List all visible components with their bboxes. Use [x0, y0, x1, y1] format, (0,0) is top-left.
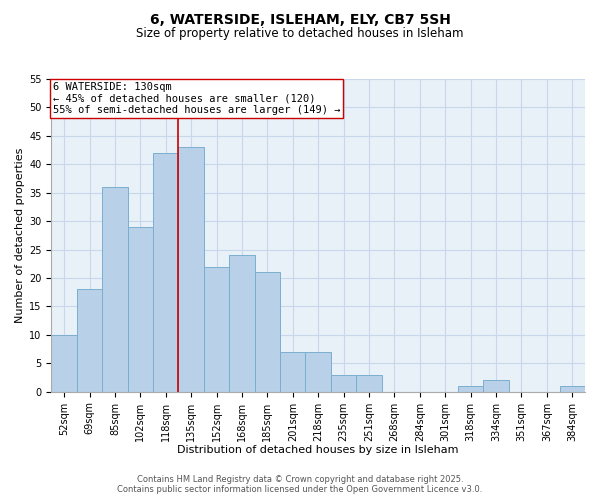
Bar	[128, 227, 153, 392]
Text: Size of property relative to detached houses in Isleham: Size of property relative to detached ho…	[136, 28, 464, 40]
Bar	[52, 335, 77, 392]
X-axis label: Distribution of detached houses by size in Isleham: Distribution of detached houses by size …	[178, 445, 459, 455]
Bar	[458, 386, 484, 392]
Bar	[484, 380, 509, 392]
Y-axis label: Number of detached properties: Number of detached properties	[15, 148, 25, 323]
Bar	[280, 352, 305, 392]
Bar	[178, 147, 204, 392]
Bar	[254, 272, 280, 392]
Text: Contains HM Land Registry data © Crown copyright and database right 2025.: Contains HM Land Registry data © Crown c…	[137, 475, 463, 484]
Text: 6, WATERSIDE, ISLEHAM, ELY, CB7 5SH: 6, WATERSIDE, ISLEHAM, ELY, CB7 5SH	[149, 12, 451, 26]
Bar	[356, 374, 382, 392]
Bar	[560, 386, 585, 392]
Text: Contains public sector information licensed under the Open Government Licence v3: Contains public sector information licen…	[118, 485, 482, 494]
Bar	[204, 266, 229, 392]
Bar	[102, 187, 128, 392]
Bar	[77, 290, 102, 392]
Bar	[331, 374, 356, 392]
Bar	[305, 352, 331, 392]
Bar	[153, 153, 178, 392]
Text: 6 WATERSIDE: 130sqm
← 45% of detached houses are smaller (120)
55% of semi-detac: 6 WATERSIDE: 130sqm ← 45% of detached ho…	[53, 82, 340, 115]
Bar	[229, 256, 254, 392]
